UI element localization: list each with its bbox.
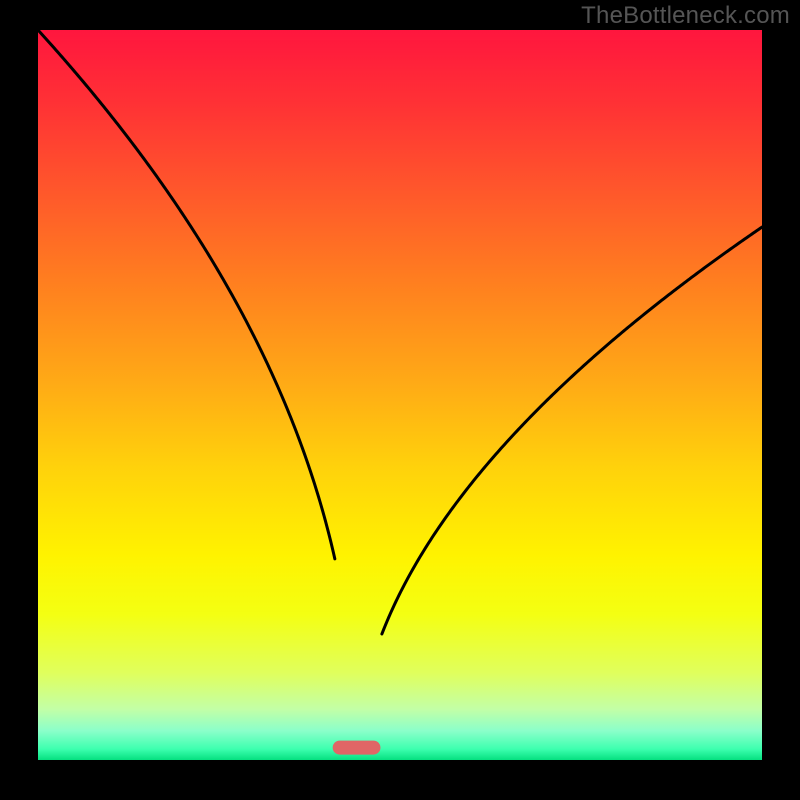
- plot-background: [38, 30, 762, 760]
- watermark-text: TheBottleneck.com: [581, 2, 790, 30]
- chart-frame: TheBottleneck.com: [0, 0, 800, 800]
- bottleneck-curve-chart: [0, 0, 800, 800]
- minimum-marker: [333, 741, 381, 755]
